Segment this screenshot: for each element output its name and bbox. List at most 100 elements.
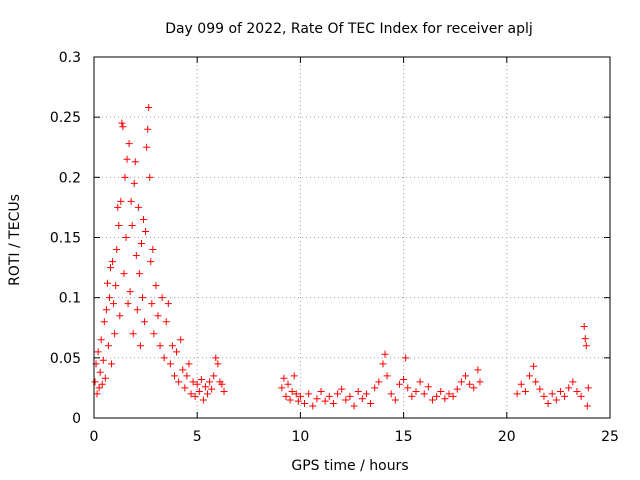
data-point [91,378,99,386]
data-point [301,400,309,408]
data-point [128,221,136,229]
data-point [532,378,540,386]
data-point [305,390,313,398]
data-point [565,384,573,392]
data-point [116,312,124,320]
data-point [152,282,160,290]
data-point [160,354,168,362]
data-point [162,318,170,326]
data-point [325,392,333,400]
data-point [424,383,432,391]
data-point [548,390,556,398]
data-point [110,300,118,308]
data-point [470,384,478,392]
data-point [362,390,370,398]
data-point [544,400,552,408]
data-point [168,342,176,350]
data-point [577,392,585,400]
data-point [552,396,560,404]
data-point [96,368,104,376]
data-point [197,375,205,383]
data-point [526,372,534,380]
data-point [573,388,581,396]
chart-title: Day 099 of 2022, Rate Of TEC Index for r… [165,21,533,37]
data-point [109,258,117,266]
data-point [136,342,144,350]
data-point [462,372,470,380]
data-point [179,366,187,374]
data-point [193,380,201,388]
y-tick-label: 0.1 [59,291,81,307]
y-tick-label: 0.15 [50,231,81,247]
data-point [114,203,122,211]
data-point [290,372,298,380]
data-point [584,384,592,392]
data-point [132,252,140,260]
data-point [379,360,387,368]
x-tick-label: 25 [601,429,619,445]
x-tick-label: 15 [395,429,413,445]
data-point [317,388,325,396]
data-point [156,342,164,350]
data-point [383,372,391,380]
data-point [131,158,139,166]
data-point [375,378,383,386]
data-point [140,215,148,223]
data-point [119,123,127,131]
data-point [144,125,152,133]
data-point [183,372,191,380]
data-point [95,384,103,392]
data-point [199,396,207,404]
data-point [148,300,156,308]
data-point [208,385,216,393]
data-point [158,294,166,302]
data-point [284,380,292,388]
data-point [127,197,135,205]
data-point [569,378,577,386]
data-point [166,360,174,368]
data-point [358,395,366,403]
data-point [521,388,529,396]
data-point [103,279,111,287]
data-point [556,388,564,396]
data-point [150,330,158,338]
data-point [561,392,569,400]
data-point [98,380,106,388]
data-point [118,119,126,127]
y-tick-label: 0.25 [50,110,81,126]
data-point [212,354,220,362]
data-point [139,294,147,302]
data-point [214,360,222,368]
data-point [117,197,125,205]
data-point [583,402,591,410]
data-point [582,342,590,350]
data-point [342,396,350,404]
data-point [137,240,145,248]
data-point [129,330,137,338]
data-point [108,360,116,368]
data-point [187,390,195,398]
data-point [395,380,403,388]
data-point [313,395,321,403]
data-point [111,330,119,338]
data-point [412,388,420,396]
x-axis-label: GPS time / hours [291,458,408,474]
data-point [282,392,290,400]
y-axis-label: ROTI / TECUs [7,194,23,286]
data-point [474,366,482,374]
data-point [201,383,209,391]
data-point [530,362,538,370]
data-point [466,380,474,388]
data-point [329,400,337,408]
data-point [210,372,218,380]
data-point [101,374,109,382]
data-point [145,104,153,112]
data-point [367,400,375,408]
y-tick-label: 0.2 [59,170,81,186]
data-point [513,390,521,398]
data-point [120,270,128,278]
data-point [146,173,154,181]
data-point [321,397,329,405]
data-point [94,348,102,356]
data-point [191,392,199,400]
